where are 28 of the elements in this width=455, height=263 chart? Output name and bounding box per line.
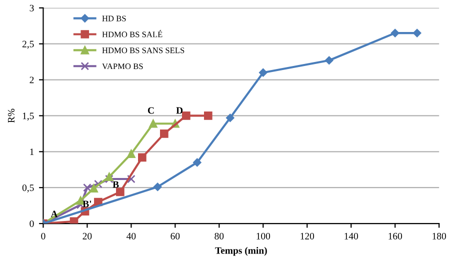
x-tick-label: 60 <box>170 232 180 240</box>
legend-label: HDMO BS SALÉ <box>102 30 162 38</box>
x-tick-label: 120 <box>300 232 314 240</box>
y-tick-label: 2,5 <box>22 40 34 49</box>
y-tick-label: 0 <box>30 220 34 228</box>
annotation: C <box>148 107 154 114</box>
x-tick-label: 160 <box>388 232 402 240</box>
y-tick-label: 1 <box>30 148 34 156</box>
x-tick-label: 180 <box>432 232 446 240</box>
legend-label: HD BS <box>102 16 126 22</box>
x-tick-label: 100 <box>256 232 270 240</box>
annotation: A <box>50 210 58 218</box>
y-tick-label: 1,5 <box>22 112 34 121</box>
x-tick-label: 0 <box>41 232 46 240</box>
legend-label: VAPMO BS <box>102 64 143 70</box>
y-tick-label: 2 <box>30 76 34 84</box>
x-tick-label: 20 <box>82 232 92 240</box>
annotation: D <box>176 107 183 114</box>
x-tick-label: 40 <box>126 232 136 240</box>
x-tick-label: 140 <box>344 232 358 240</box>
x-axis-title: Temps (min) <box>215 246 267 256</box>
annotation: B' <box>82 200 92 208</box>
y-axis-title: R% <box>8 108 15 123</box>
x-tick-label: 80 <box>214 232 224 240</box>
y-tick-label: 3 <box>30 4 34 12</box>
legend-label: HDMO BS SANS SELS <box>102 48 184 54</box>
y-tick-label: 0,5 <box>22 184 34 192</box>
annotation: B <box>112 181 119 188</box>
